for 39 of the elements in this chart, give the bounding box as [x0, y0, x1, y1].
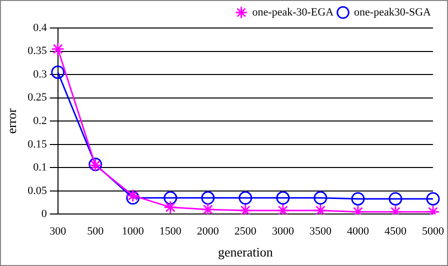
y-tick-label: 0.1 [33, 162, 47, 174]
point [388, 192, 402, 206]
y-tick-label: 0.05 [28, 184, 48, 197]
point [351, 192, 365, 206]
point [126, 191, 140, 205]
point [426, 192, 440, 206]
x-tick-label: 3000 [272, 226, 294, 238]
point [238, 204, 252, 214]
point [201, 202, 215, 214]
x-tick-label: 2500 [234, 226, 257, 238]
point [314, 191, 328, 205]
legend-label: one-peak-30-EGA [252, 6, 334, 18]
point [164, 191, 178, 205]
x-axis-title: generation [218, 244, 274, 260]
point [314, 204, 328, 214]
legend-label: one-peak30-SGA [354, 6, 432, 18]
x-tick-label: 5000 [422, 226, 444, 238]
x-tick-label: 2000 [196, 226, 220, 238]
x-tick-label: 3500 [309, 226, 332, 238]
x-tick-label: 4500 [384, 226, 407, 238]
y-tick-label: 0.15 [28, 138, 48, 150]
y-tick-label: 0 [41, 208, 48, 220]
x-tick-label: 500 [87, 226, 104, 238]
x-tick-label: 1500 [159, 226, 182, 238]
y-axis-title: error [4, 108, 20, 134]
y-tick-label: 0.25 [28, 92, 48, 104]
x-tick-label: 4000 [346, 226, 370, 238]
point [238, 191, 252, 205]
y-tick-label: 0.3 [33, 68, 48, 80]
point [276, 204, 290, 214]
point [126, 188, 140, 202]
y-tick-label: 0.2 [33, 114, 47, 127]
point [276, 191, 290, 205]
x-tick-label: 1000 [122, 226, 144, 238]
point [201, 191, 215, 205]
y-tick-label: 0.35 [28, 45, 48, 58]
y-tick-label: 0.4 [33, 22, 48, 34]
point [164, 200, 178, 214]
x-tick-label: 300 [50, 226, 67, 238]
